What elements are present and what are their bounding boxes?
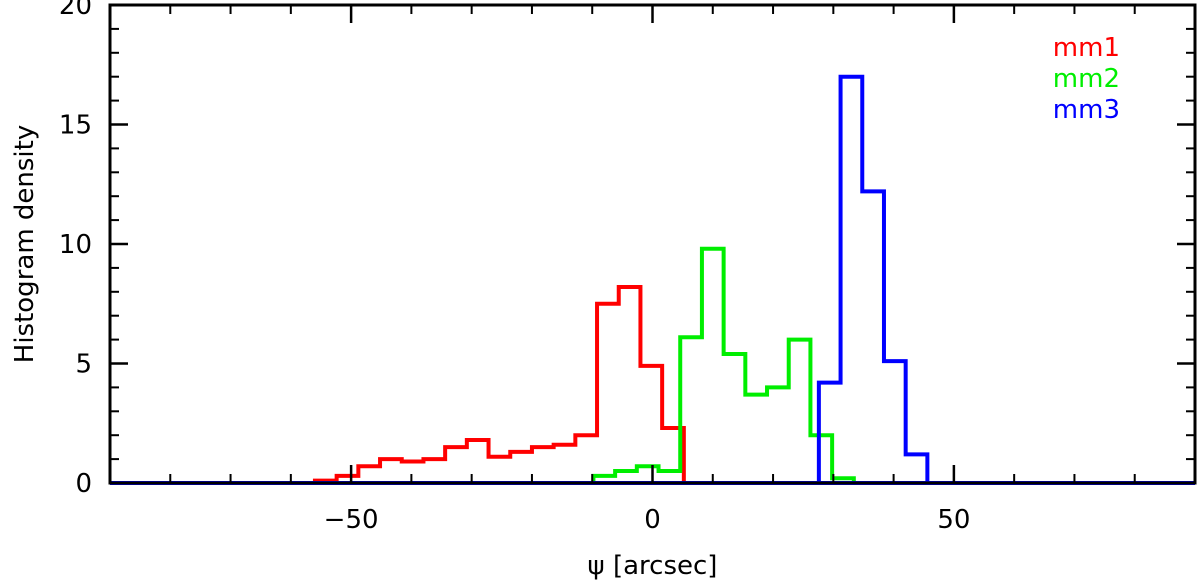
y-axis-title: Histogram density <box>10 125 40 363</box>
y-tick-label: 10 <box>59 230 92 260</box>
bin-mm1-11 <box>554 445 576 483</box>
bin-mm1-14 <box>619 287 641 483</box>
plot-frame <box>108 3 1197 485</box>
labels-layer: −50 0 50 0 5 10 15 20 <box>59 0 971 535</box>
bin-mm1-7 <box>467 440 489 483</box>
legend-label-mm3: mm3 <box>1053 95 1120 125</box>
bin-mm1-3 <box>380 459 402 483</box>
legend-label-mm1: mm1 <box>1053 33 1120 63</box>
bin-mm2-7 <box>745 395 767 483</box>
series-layer <box>110 74 1195 485</box>
ticks-layer <box>109 3 1196 485</box>
bin-mm2-8 <box>767 387 789 483</box>
bin-mm1-6 <box>445 447 467 483</box>
y-tick-label: 5 <box>75 350 92 380</box>
bin-mm1-5 <box>423 459 445 483</box>
bin-mm1-8 <box>489 457 511 483</box>
y-tick-label: 0 <box>75 469 92 499</box>
bin-mm3-1 <box>841 77 863 483</box>
x-axis-title: ψ [arcsec] <box>588 551 718 581</box>
bin-mm2-2 <box>637 466 659 483</box>
series-mm1 <box>110 285 1195 485</box>
x-tick-label: 0 <box>644 505 661 535</box>
bin-mm1-9 <box>510 452 532 483</box>
bin-mm2-9 <box>789 340 811 483</box>
y-tick-label: 20 <box>59 0 92 21</box>
bin-mm3-4 <box>906 454 928 483</box>
series-mm1-step-line <box>312 285 880 485</box>
bin-mm2-6 <box>724 354 746 483</box>
y-tick-label: 15 <box>59 111 92 141</box>
bin-mm2-5 <box>702 249 724 483</box>
legend-label-mm2: mm2 <box>1053 64 1120 94</box>
series-mm3-step-line <box>816 74 930 483</box>
bin-mm3-0 <box>819 383 841 483</box>
series-mm2-step-line <box>591 246 876 485</box>
bin-mm1-2 <box>358 466 380 483</box>
bin-mm2-10 <box>810 435 832 483</box>
bin-mm1-10 <box>532 447 554 483</box>
x-tick-label: 50 <box>937 505 970 535</box>
series-mm3 <box>110 74 1195 485</box>
bin-mm1-13 <box>597 304 619 483</box>
bin-mm3-2 <box>862 191 884 483</box>
bin-mm3-3 <box>884 361 906 483</box>
x-tick-label: −50 <box>324 505 379 535</box>
bin-mm1-4 <box>402 461 424 483</box>
